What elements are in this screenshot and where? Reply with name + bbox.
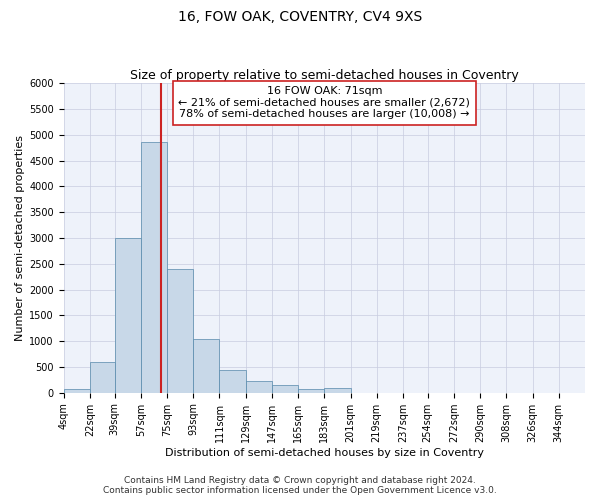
Text: Contains HM Land Registry data © Crown copyright and database right 2024.
Contai: Contains HM Land Registry data © Crown c… bbox=[103, 476, 497, 495]
Bar bbox=[220, 370, 245, 392]
Bar bbox=[193, 338, 220, 392]
Bar bbox=[141, 142, 167, 392]
Bar bbox=[115, 238, 141, 392]
Y-axis label: Number of semi-detached properties: Number of semi-detached properties bbox=[15, 135, 25, 341]
Bar bbox=[245, 381, 272, 392]
X-axis label: Distribution of semi-detached houses by size in Coventry: Distribution of semi-detached houses by … bbox=[165, 448, 484, 458]
Bar bbox=[167, 269, 193, 392]
Bar bbox=[90, 362, 115, 392]
Bar bbox=[298, 389, 325, 392]
Title: Size of property relative to semi-detached houses in Coventry: Size of property relative to semi-detach… bbox=[130, 69, 518, 82]
Bar bbox=[325, 388, 350, 392]
Text: 16, FOW OAK, COVENTRY, CV4 9XS: 16, FOW OAK, COVENTRY, CV4 9XS bbox=[178, 10, 422, 24]
Bar bbox=[64, 389, 90, 392]
Bar bbox=[272, 386, 298, 392]
Text: 16 FOW OAK: 71sqm
← 21% of semi-detached houses are smaller (2,672)
78% of semi-: 16 FOW OAK: 71sqm ← 21% of semi-detached… bbox=[178, 86, 470, 120]
